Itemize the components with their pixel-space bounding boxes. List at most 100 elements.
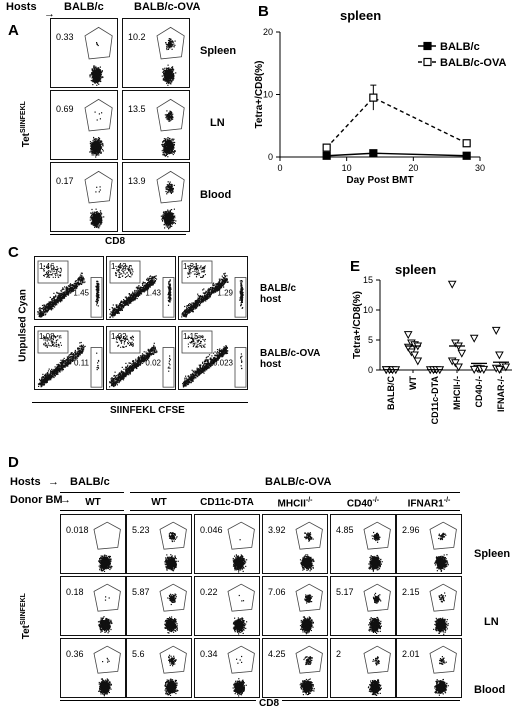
panel-c-plot-r0-c0-svg: 1.461.45	[35, 257, 104, 320]
y-tick-label: 10	[363, 305, 373, 315]
x-category-label: BALB/C	[386, 376, 396, 410]
series-1-point	[463, 140, 470, 147]
panel-d-plot-r2-c3: 4.25	[262, 638, 328, 698]
series-line-1	[327, 98, 467, 148]
panel-d-plot-r2-c1: 5.6	[126, 638, 192, 698]
panel-d-plot-r2-c1-svg: 5.6	[127, 639, 192, 698]
flow-points	[164, 594, 178, 634]
panel-c-xaxis-line	[32, 402, 248, 403]
flow-points	[368, 532, 383, 572]
panel-c-xlabel: SIINFEKL CFSE	[110, 405, 185, 416]
d-host-balbc-ova: BALB/c-OVA	[265, 476, 331, 488]
series-0-point	[370, 150, 377, 157]
side-value: 0.11	[74, 358, 90, 367]
gate-outline	[364, 646, 390, 673]
donor-label-4: CD40-/-	[330, 497, 396, 509]
data-point	[496, 352, 503, 359]
gate-outline	[85, 99, 112, 130]
d-hosts-label: Hosts	[10, 476, 41, 488]
data-point	[458, 350, 465, 357]
legend-marker-0	[424, 43, 431, 50]
side-value: 0.023	[213, 358, 234, 367]
gate-outline	[85, 27, 112, 59]
panel-a-plot-r1-c0-svg: 0.69	[51, 91, 118, 160]
panel-d-ylabel: TetSIINFEKL	[20, 586, 32, 646]
flow-points	[98, 596, 113, 633]
d-organ-spleen: Spleen	[474, 548, 510, 560]
panel-c-plot-r1-c1-svg: 1.020.02	[107, 327, 176, 390]
panel-d-plot-r0-c3: 3.92	[262, 514, 328, 574]
panel-d-plot-r1-c1: 5.87	[126, 576, 192, 636]
panel-d-plot-r2-c0-svg: 0.36	[61, 639, 126, 698]
d-organ-ln: LN	[484, 616, 499, 628]
panel-a-plot-r0-c1-svg: 10.2	[123, 19, 190, 88]
donor-label-5: IFNAR1-/-	[396, 497, 462, 509]
x-tick-label: 0	[277, 163, 282, 173]
gate-outline	[94, 584, 120, 611]
d-hosts-line-2	[130, 492, 460, 493]
donor-label-1: WT	[126, 497, 192, 508]
data-point	[449, 281, 456, 288]
flow-points	[89, 112, 104, 158]
panel-d-plot-r1-c0-svg: 0.18	[61, 577, 126, 636]
panel-d-plot-r2-c4-svg: 2	[331, 639, 396, 698]
legend-marker-1	[424, 59, 431, 66]
y-tick-label: 5	[368, 335, 373, 345]
chart-e-axes	[376, 280, 512, 370]
flow-points	[89, 42, 103, 86]
panel-d-plot-r0-c3-svg: 3.92	[263, 515, 328, 574]
panel-d-xlabel: CD8	[256, 698, 282, 709]
panel-d-plot-r0-c5-svg: 2.96	[397, 515, 462, 574]
d-donor-line-1	[60, 510, 124, 511]
flow-points	[368, 656, 382, 696]
data-point	[493, 327, 500, 334]
donor-sup: -/-	[372, 497, 379, 504]
panel-d-plot-r1-c3-svg: 7.06	[263, 577, 328, 636]
y-tick-label: 0	[368, 365, 373, 375]
series-0-point	[463, 152, 470, 159]
gate-value: 0.17	[56, 176, 74, 186]
panel-a-plot-r0-c1: 10.2	[122, 18, 190, 88]
gate-value: 2	[336, 649, 341, 659]
series-1-point	[323, 144, 330, 151]
gate-value: 0.36	[66, 649, 84, 659]
x-category-label: IFNAR-/-	[496, 376, 506, 412]
x-tick-label: 10	[342, 163, 352, 173]
side-value: 0.02	[145, 358, 161, 367]
d-hosts-arrow: →	[48, 476, 59, 488]
gate-value: 0.22	[200, 587, 218, 597]
panel-d-plot-r1-c2-svg: 0.22	[195, 577, 260, 636]
gate-value: 3.92	[268, 525, 286, 535]
panel-a-plot-r2-c1-svg: 13.9	[123, 163, 190, 232]
panel-a-plot-r1-c1-svg: 13.5	[123, 91, 190, 160]
panel-d-plot-r2-c2-svg: 0.34	[195, 639, 260, 698]
panel-a-plot-r0-c0-svg: 0.33	[51, 19, 118, 88]
donor-label-2: CD11c-DTA	[194, 497, 260, 508]
x-category-label: MHCII-/-	[452, 376, 462, 410]
chart-b-ylabel: Tetra+/CD8(%)	[254, 61, 265, 129]
d-donor-label: Donor BM	[10, 494, 63, 506]
organ-label-ln: LN	[210, 117, 225, 129]
panel-d-plot-r2-c0: 0.36	[60, 638, 126, 698]
gate-value: 1.42	[111, 262, 127, 271]
panel-d-plot-r1-c4: 5.17	[330, 576, 396, 636]
panel-d-plot-r1-c5-svg: 2.15	[397, 577, 462, 636]
panel-d-plot-r1-c4-svg: 5.17	[331, 577, 396, 636]
panel-d-plot-r1-c5: 2.15	[396, 576, 462, 636]
donor-label-3: MHCII-/-	[262, 497, 328, 509]
gate-value: 0.69	[56, 104, 74, 114]
gate-value: 0.046	[200, 525, 223, 535]
gate-outline	[94, 646, 120, 673]
flow-points	[233, 656, 247, 697]
flow-points	[90, 186, 105, 228]
panel-d-plot-r0-c2-svg: 0.046	[195, 515, 260, 574]
panel-c-plot-r1-c0-svg: 1.080.11	[35, 327, 104, 390]
panel-c-plot-r0-c2-svg: 1.311.29	[179, 257, 248, 320]
y-tick-label: 0	[268, 152, 273, 162]
panel-a-xlabel: CD8	[105, 236, 125, 247]
x-category-label: CD11c-DTA	[430, 376, 440, 425]
